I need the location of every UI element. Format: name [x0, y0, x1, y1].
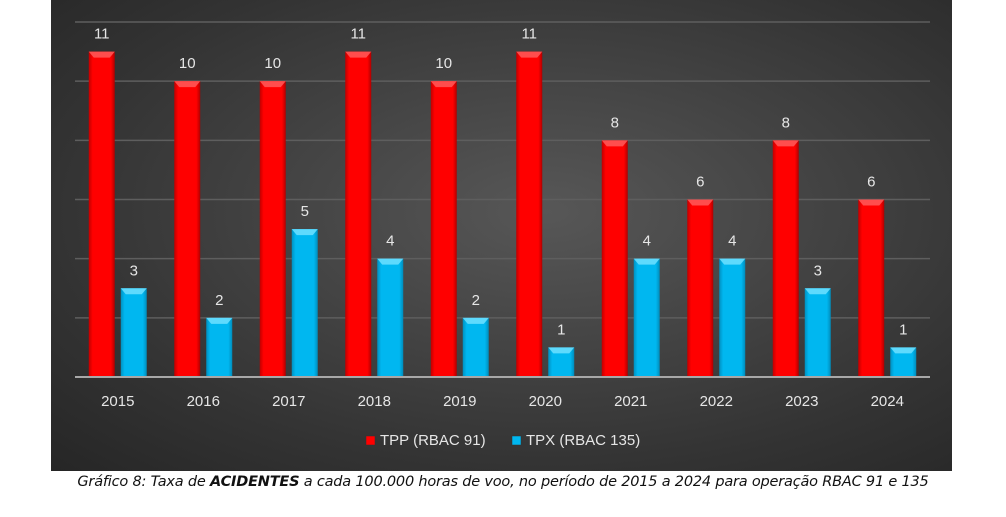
- bar-tpx-2017: [291, 229, 318, 377]
- bar-bevel: [88, 51, 115, 58]
- legend-swatch-tpp: [365, 435, 376, 446]
- caption-bold: ACIDENTES: [210, 474, 300, 490]
- x-tick-label: 2022: [700, 393, 733, 410]
- bar-tpp-2017: [259, 81, 286, 378]
- bar-bevel: [291, 229, 318, 236]
- data-label: 5: [301, 203, 309, 220]
- bar-bevel: [206, 317, 233, 324]
- x-tick-label: 2021: [614, 393, 647, 410]
- data-label: 6: [867, 174, 875, 191]
- bar-tpp-2023: [772, 140, 799, 377]
- bar-bevel: [430, 81, 457, 88]
- bar-tpp-2016: [174, 81, 201, 378]
- chart-area: [51, 0, 952, 471]
- bar-bevel: [772, 140, 799, 147]
- data-label: 2: [472, 292, 480, 309]
- bar-bevel: [516, 51, 543, 58]
- data-label: 10: [435, 55, 452, 72]
- legend-swatch-tpx: [511, 435, 522, 446]
- bar-tpx-2015: [120, 288, 147, 377]
- bar-bevel: [345, 51, 372, 58]
- x-tick-label: 2017: [272, 393, 305, 410]
- bar-tpp-2022: [687, 199, 714, 377]
- bar-bevel: [174, 81, 201, 88]
- x-tick-label: 2019: [443, 393, 476, 410]
- bar-bevel: [890, 347, 917, 354]
- bar-tpx-2018: [377, 258, 404, 377]
- data-label: 4: [728, 233, 736, 250]
- bar-tpp-2015: [88, 51, 115, 377]
- caption-suffix: a cada 100.000 horas de voo, no período …: [299, 474, 929, 490]
- x-tick-label: 2024: [871, 393, 904, 410]
- data-label: 1: [899, 321, 907, 338]
- legend-label-tpx: TPX (RBAC 135): [526, 432, 640, 449]
- bar-tpx-2023: [804, 288, 831, 377]
- data-label: 2: [215, 292, 223, 309]
- bars: [88, 51, 917, 378]
- data-label: 10: [179, 55, 196, 72]
- bar-tpp-2021: [601, 140, 628, 377]
- bar-bevel: [687, 199, 714, 206]
- data-label: 8: [611, 114, 619, 131]
- data-label: 6: [696, 174, 704, 191]
- data-label: 3: [130, 262, 138, 279]
- x-axis-ticks: 2015 2016 2017 2018 2019 2020 2021 2022 2023 2024: [75, 376, 930, 410]
- bar-bevel: [462, 317, 489, 324]
- caption-prefix: Gráfico 8: Taxa de: [77, 474, 211, 490]
- legend-label-tpp: TPP (RBAC 91): [380, 432, 486, 449]
- bar-bevel: [719, 258, 746, 265]
- x-tick-label: 2016: [187, 393, 220, 410]
- data-label: 3: [814, 262, 822, 279]
- legend: TPP (RBAC 91) TPX (RBAC 135): [365, 432, 640, 449]
- data-label: 4: [643, 233, 651, 250]
- data-label: 4: [386, 233, 394, 250]
- bar-bevel: [548, 347, 575, 354]
- bar-bevel: [120, 288, 147, 295]
- bar-tpx-2019: [462, 317, 489, 377]
- bar-tpp-2020: [516, 51, 543, 377]
- data-label: 11: [350, 26, 366, 43]
- bar-tpp-2018: [345, 51, 372, 377]
- data-label: 1: [557, 321, 565, 338]
- x-tick-label: 2018: [358, 393, 391, 410]
- bar-tpx-2016: [206, 317, 233, 377]
- figure-caption: Gráfico 8: Taxa de ACIDENTES a cada 100.…: [0, 474, 1006, 490]
- bar-bevel: [601, 140, 628, 147]
- bar-tpx-2022: [719, 258, 746, 377]
- x-tick-label: 2020: [529, 393, 562, 410]
- x-tick-label: 2015: [101, 393, 134, 410]
- bar-bevel: [858, 199, 885, 206]
- data-label: 8: [782, 114, 790, 131]
- x-tick-label: 2023: [785, 393, 818, 410]
- gridlines: [75, 21, 930, 319]
- bar-bevel: [633, 258, 660, 265]
- data-label: 11: [94, 26, 110, 43]
- bar-bevel: [377, 258, 404, 265]
- data-label: 11: [521, 26, 537, 43]
- bar-tpp-2024: [858, 199, 885, 377]
- bar-tpp-2019: [430, 81, 457, 378]
- data-label: 10: [264, 55, 281, 72]
- bar-bevel: [259, 81, 286, 88]
- bar-tpx-2021: [633, 258, 660, 377]
- bar-bevel: [804, 288, 831, 295]
